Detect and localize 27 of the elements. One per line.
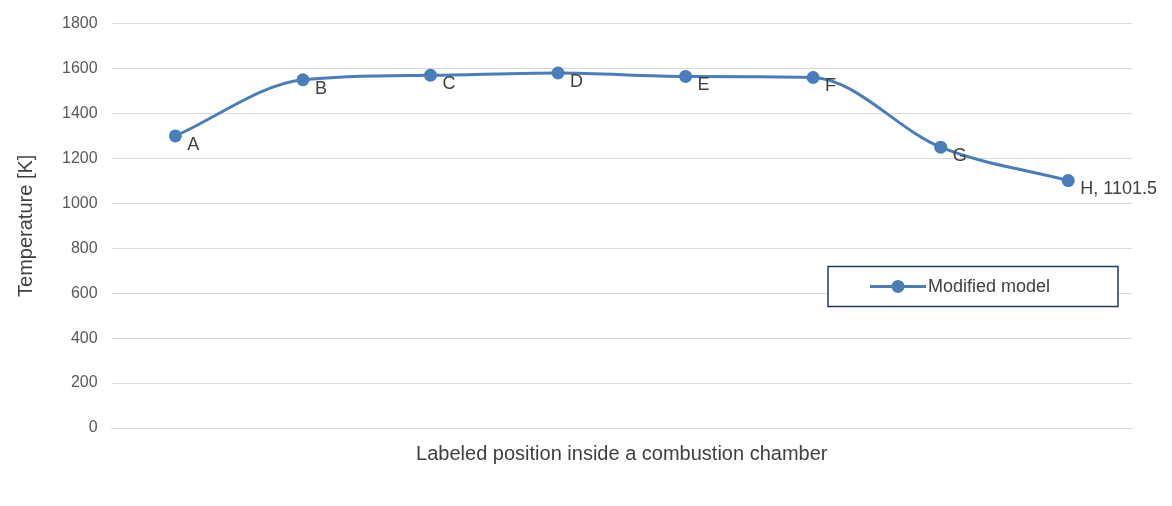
y-tick-label: 1200 <box>62 148 98 166</box>
x-tick-label: E <box>697 74 710 95</box>
point <box>1061 174 1075 188</box>
point <box>806 71 820 85</box>
x-tick-label: B <box>314 77 327 98</box>
y-tick-label: 1600 <box>62 58 98 76</box>
y-tick-label: 800 <box>70 238 98 256</box>
y-tick-label: 1400 <box>62 103 98 121</box>
x-tick-label: H, 1101.5 <box>1080 178 1157 199</box>
x-tick-label: A <box>187 133 200 154</box>
x-axis-title: Labeled position inside a combustion chamber <box>416 441 828 464</box>
x-tick-label: C <box>442 73 456 94</box>
y-tick-label: 1800 <box>62 14 98 32</box>
x-tick-label: D <box>570 71 584 91</box>
point <box>423 68 437 82</box>
point <box>296 73 310 87</box>
y-axis-title: Temperature [K] <box>13 154 36 297</box>
y-tick-label: 600 <box>70 283 98 301</box>
point <box>934 140 948 154</box>
y-tick-label: 200 <box>70 373 98 391</box>
y-tick-label: 0 <box>88 418 98 436</box>
y-tick-label: 1000 <box>62 193 98 211</box>
point <box>168 129 182 143</box>
y-tick-label: 400 <box>70 328 98 346</box>
point <box>679 69 693 83</box>
legend-label: Modified model <box>928 276 1051 297</box>
point <box>551 66 565 80</box>
